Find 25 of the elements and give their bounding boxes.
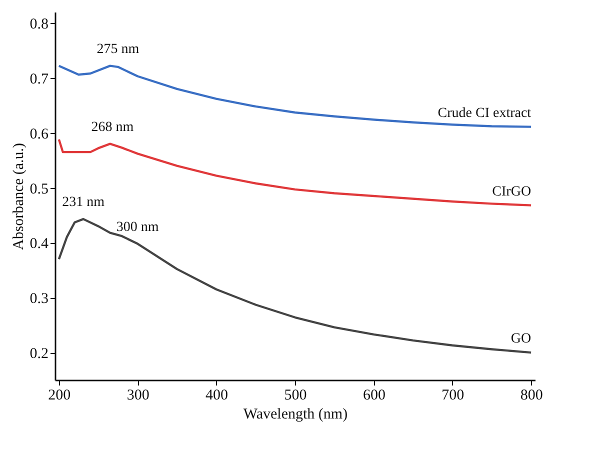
y-tick-label: 0.3 [30,291,48,308]
series-label: CIrGO [492,184,532,200]
x-tick-label: 300 [126,388,150,404]
x-tick-label: 600 [362,388,386,404]
annotation: 300 nm [116,220,159,235]
x-tick-label: 800 [520,388,543,404]
annotation: 275 nm [96,42,140,57]
series-label: GO [510,332,532,347]
annotation: 268 nm [91,120,134,135]
y-tick-label: 0.8 [30,16,48,32]
x-tick-label: 700 [442,388,464,404]
y-tick-label: 0.7 [30,71,49,88]
y-tick-label: 0.5 [30,181,48,198]
line-series [58,218,532,354]
series-label: Crude CI extract [438,106,532,121]
y-tick-label: 0.6 [30,126,49,142]
x-tick-label: 200 [48,388,71,404]
x-tick-label: 500 [284,388,307,404]
x-axis-title: Wavelength (nm) [243,406,348,422]
x-tick-label: 400 [206,388,228,404]
line-series [58,138,532,206]
y-axis-title: Absorbance (a.u.) [10,142,27,250]
y-tick-label: 0.4 [30,236,49,252]
y-tick-label: 0.2 [30,346,48,362]
annotation: 231 nm [62,195,105,210]
